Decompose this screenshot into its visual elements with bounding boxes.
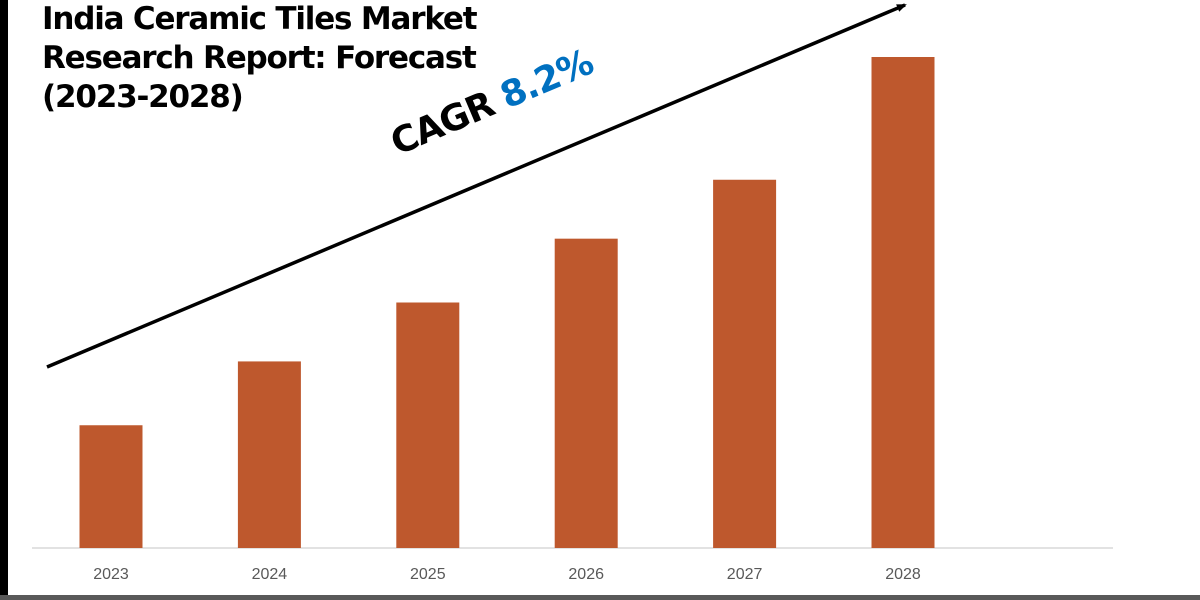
left-border (0, 0, 8, 600)
chart-title: India Ceramic Tiles Market Research Repo… (42, 1, 478, 115)
bar-2025 (396, 302, 460, 548)
x-tick-label: 2025 (410, 566, 446, 583)
bar-2026 (554, 238, 618, 549)
growth-arrow (46, 3, 907, 369)
bottom-border (0, 595, 1200, 600)
x-tick-label: 2027 (727, 566, 763, 583)
x-tick-label: 2024 (252, 566, 288, 583)
bar-2023 (79, 425, 143, 548)
bar-2024 (237, 361, 301, 548)
x-tick-label: 2026 (568, 566, 604, 583)
bar-2027 (713, 179, 777, 548)
bar-2028 (871, 57, 935, 548)
x-tick-label: 2028 (885, 566, 921, 583)
x-tick-label: 2023 (93, 566, 129, 583)
